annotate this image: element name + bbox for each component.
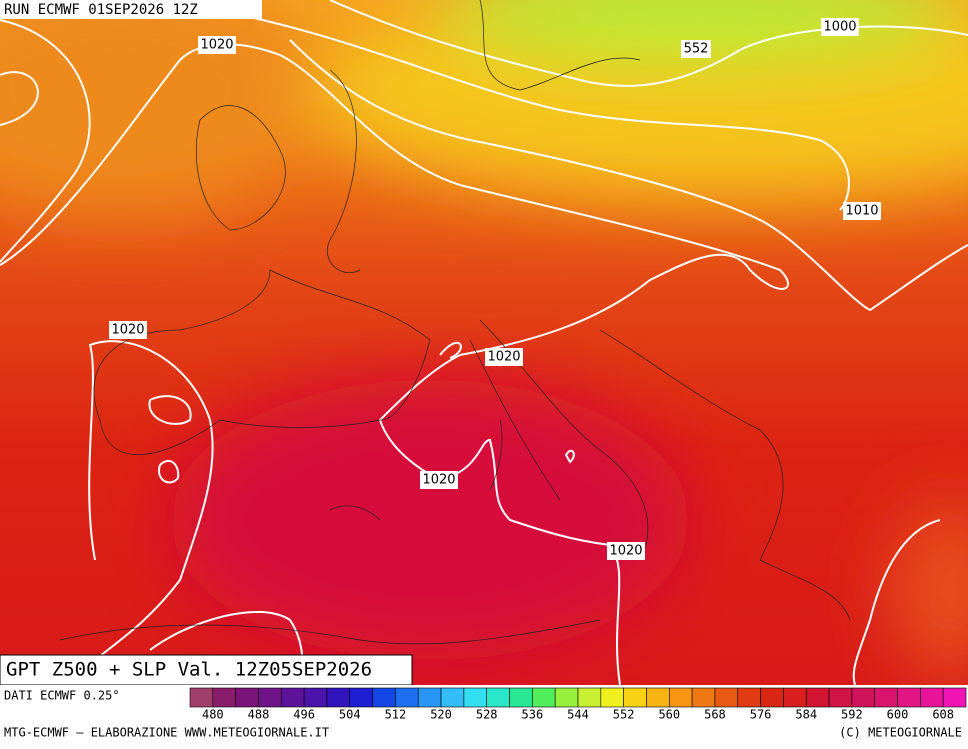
isobars [0,0,968,685]
colorbar-label: 536 [522,708,544,722]
colorbar-swatch [600,687,624,708]
colorbar-swatch [805,687,830,708]
colorbar-swatch [760,687,784,708]
contour-label: 1000 [821,18,859,36]
colorbar-label: 560 [658,708,680,722]
colorbar-label: 584 [795,708,817,722]
colorbar-swatch [920,687,944,708]
colorbar-swatch [577,687,602,708]
colorbar-swatch [486,687,510,708]
contour-label: 552 [681,40,711,58]
colorbar-label: 496 [293,708,315,722]
run-label: RUN ECMWF 01SEP2026 12Z [4,2,198,18]
footer-right: (C) METEOGIORNALE [839,726,962,740]
colorbar-label: 608 [932,708,954,722]
contour-label-text: 1020 [609,544,642,559]
colorbar-swatch [258,687,282,708]
colorbar-label: 600 [887,708,909,722]
colorbar-label: 592 [841,708,863,722]
colorbar-label: 528 [476,708,498,722]
colorbar-swatch [783,687,807,708]
colorbar-label: 544 [567,708,589,722]
colorbar-swatch [623,687,647,708]
colorbar-swatch [646,687,670,708]
colorbar-label: 480 [202,708,224,722]
field-shading [0,0,968,680]
colorbar-label: 568 [704,708,726,722]
colorbar-swatch [372,687,396,708]
map: 1020 552 1000 1010 1020 1020 1020 1020 R… [0,0,968,685]
contour-label: 1020 [607,542,645,560]
colorbar-swatch [874,687,898,708]
run-box [0,0,262,19]
colorbar-swatch [714,687,739,708]
contour-label-text: 1020 [487,350,520,365]
coastlines [59,0,851,645]
colorbar-label: 520 [430,708,452,722]
title: GPT Z500 + SLP Val. 12Z05SEP2026 [6,659,372,681]
colorbar-swatch [280,687,305,708]
colorbar-swatch [417,687,442,708]
colorbar-swatch [851,687,876,708]
contour-label-text: 552 [684,42,709,57]
contour-label: 1010 [843,202,881,220]
colorbar-swatch [509,687,533,708]
colorbar-swatch [189,687,214,708]
source-label: DATI ECMWF 0.25° [4,689,120,703]
contour-label: 1020 [198,36,236,54]
contour-label-text: 1010 [845,204,878,219]
colorbar-swatch [395,687,419,708]
contour-label: 1020 [109,321,147,339]
colorbar-label: 576 [750,708,772,722]
colorbar-swatch [349,687,373,708]
contour-label-text: 1020 [200,38,233,53]
footer-left: MTG-ECMWF – ELABORAZIONE WWW.METEOGIORNA… [4,726,329,740]
colorbar-swatch [737,687,761,708]
contour-labels: 1020 552 1000 1010 1020 1020 1020 1020 [109,18,881,560]
colorbar-swatch [668,687,693,708]
colorbar: 480 488 496 504 512 520 528 536 544 552 560 568 576 5… [189,687,967,722]
colorbar-swatch [440,687,465,708]
contour-label-text: 1020 [422,473,455,488]
colorbar-swatch [235,687,259,708]
colorbar-swatch [691,687,716,708]
contour-label-text: 1000 [823,20,856,35]
title-box [0,654,413,685]
colorbar-swatch [897,687,921,708]
colorbar-swatch [303,687,328,708]
colorbar-label: 512 [385,708,407,722]
contour-label: 1020 [420,471,458,489]
colorbar-label: 504 [339,708,361,722]
colorbar-label: 552 [613,708,635,722]
colorbar-swatch [828,687,853,708]
contour-label-text: 1020 [111,323,144,338]
colorbar-swatch [942,687,967,708]
colorbar-swatch [212,687,236,708]
colorbar-label: 488 [248,708,270,722]
contour-label: 1020 [485,348,523,366]
colorbar-swatch [532,687,556,708]
colorbar-swatch [326,687,351,708]
colorbar-swatch [463,687,488,708]
colorbar-swatch [554,687,579,708]
